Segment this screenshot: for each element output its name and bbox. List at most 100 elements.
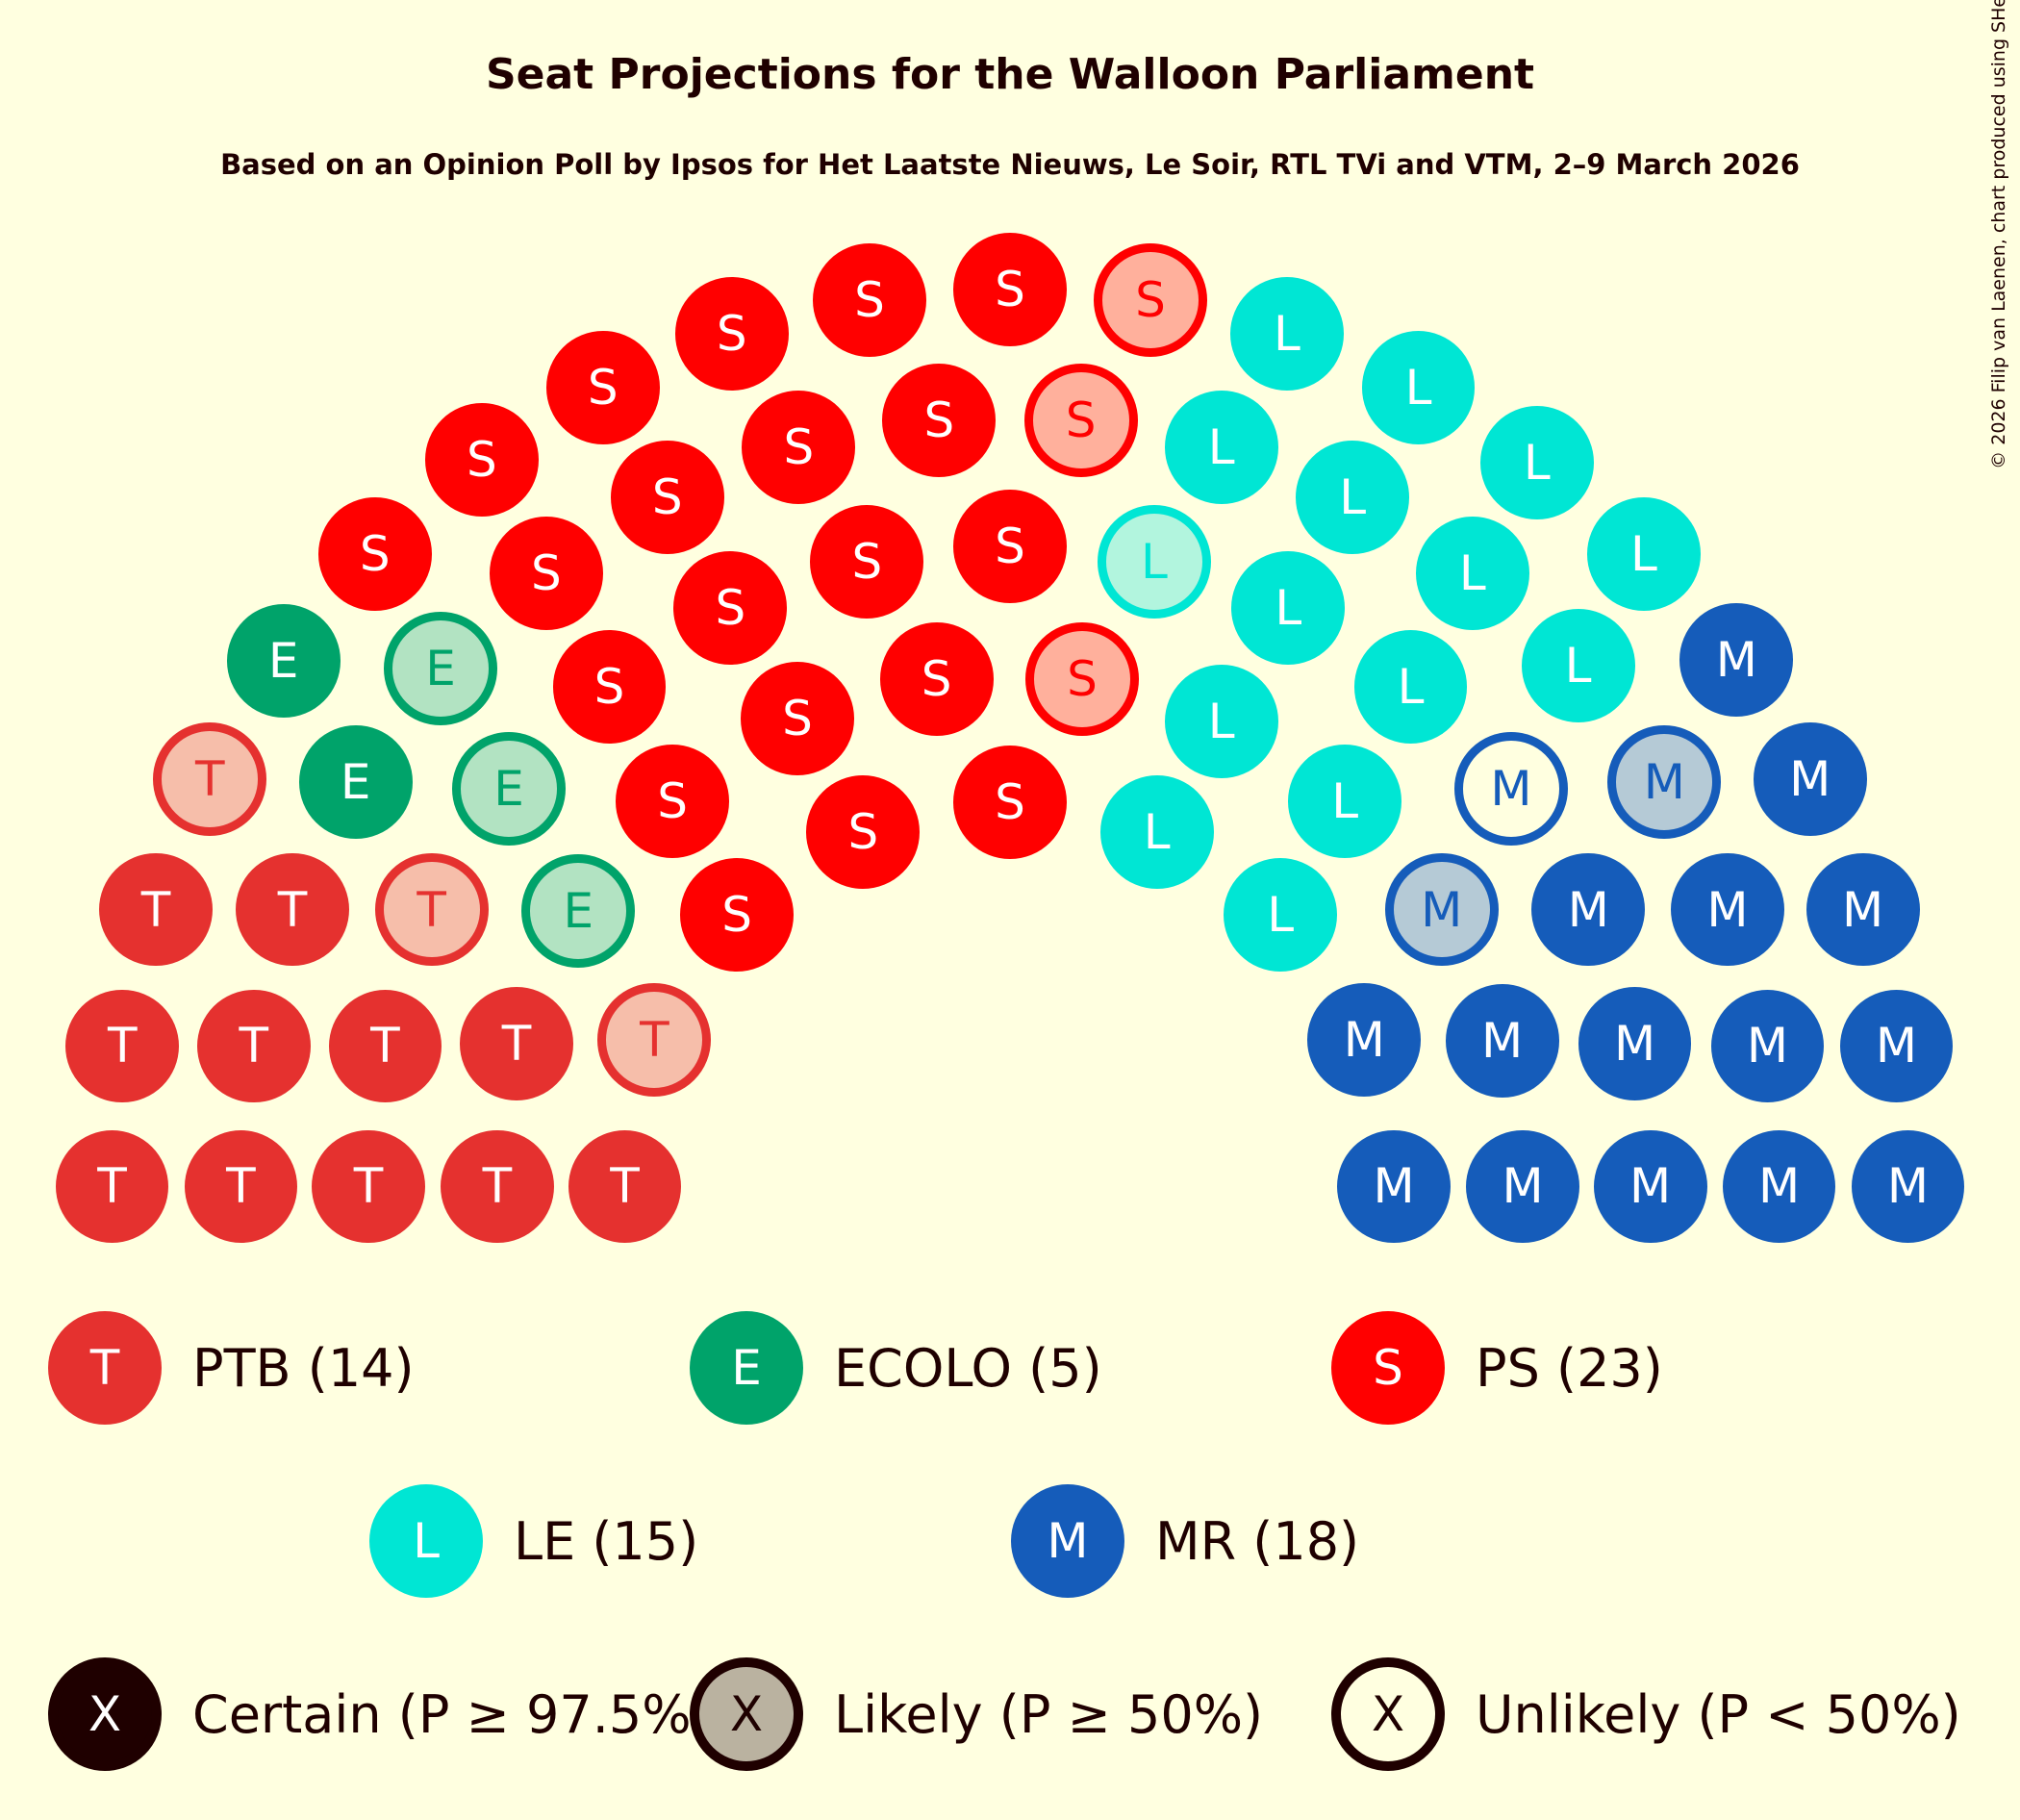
legend-label: Unlikely (P < 50%) <box>1476 1683 1961 1745</box>
legend-label: ECOLO (5) <box>834 1337 1102 1399</box>
seat-le: L <box>1099 775 1214 890</box>
legend-item-ptb: T PTB (14) <box>48 1311 415 1425</box>
seat-mr: M <box>1454 731 1568 846</box>
seat-le: L <box>1296 441 1410 554</box>
seat-ptb: T <box>99 852 213 967</box>
seat-ps: S <box>1023 363 1138 477</box>
seat-ps: S <box>741 662 854 776</box>
seat-le: L <box>1231 551 1346 666</box>
seat-ps: S <box>673 551 788 666</box>
legend-item-le: L LE (15) <box>369 1484 698 1598</box>
seat-ps: S <box>1025 621 1139 736</box>
seat-ptb: T <box>441 1129 554 1244</box>
seat-ps: S <box>424 403 539 518</box>
legend-item-unlikely: X Unlikely (P < 50%) <box>1331 1657 1961 1771</box>
seat-le: L <box>1164 665 1278 778</box>
legend-label: LE (15) <box>514 1510 699 1572</box>
seat-ptb: T <box>597 982 712 1097</box>
seat-mr: M <box>1384 852 1499 967</box>
seat-ps: S <box>742 390 856 504</box>
legend-item-likely: X Likely (P ≥ 50%) <box>690 1657 1263 1771</box>
seat-ps: S <box>680 857 794 972</box>
seat-ps: S <box>813 243 926 357</box>
legend-label: PS (23) <box>1476 1337 1663 1399</box>
legend-item-ps: S PS (23) <box>1331 1311 1663 1425</box>
certain-seat-icon: X <box>48 1657 162 1771</box>
legend-mr-seat-icon: M <box>1011 1484 1124 1598</box>
legend-label: MR (18) <box>1155 1510 1360 1572</box>
seat-ps: S <box>545 331 660 445</box>
seat-mr: M <box>1445 984 1559 1099</box>
seat-le: L <box>1415 517 1529 630</box>
seat-le: L <box>1098 505 1211 619</box>
seat-le: L <box>1230 276 1344 391</box>
seat-mr: M <box>1671 852 1784 967</box>
seat-ecolo: E <box>521 853 636 968</box>
seat-ps: S <box>953 746 1067 860</box>
seat-ptb: T <box>55 1129 169 1244</box>
seat-ps: S <box>879 621 994 736</box>
legend-label: Likely (P ≥ 50%) <box>834 1683 1264 1745</box>
seat-mr: M <box>1839 989 1954 1103</box>
seat-le: L <box>1164 390 1278 504</box>
seat-ecolo: E <box>226 604 341 718</box>
legend-item-ecolo: E ECOLO (5) <box>690 1311 1102 1425</box>
seat-ptb: T <box>184 1129 298 1244</box>
seat-ps: S <box>674 276 789 391</box>
seat-mr: M <box>1607 725 1722 839</box>
seat-ps: S <box>552 629 667 744</box>
legend-item-mr: M MR (18) <box>1011 1484 1359 1598</box>
seat-ptb: T <box>374 852 489 967</box>
seat-ps: S <box>616 745 730 858</box>
seat-mr: M <box>1679 602 1794 717</box>
seat-le: L <box>1521 609 1635 723</box>
seat-ecolo: E <box>384 612 497 725</box>
legend-ecolo-seat-icon: E <box>690 1311 803 1425</box>
seat-ptb: T <box>65 989 180 1103</box>
seat-mr: M <box>1593 1129 1707 1244</box>
seat-ecolo: E <box>298 725 413 839</box>
legend-le-seat-icon: L <box>369 1484 483 1598</box>
seat-ps: S <box>953 489 1067 603</box>
seat-le: L <box>1224 857 1338 972</box>
seat-le: L <box>1353 629 1468 744</box>
legend-ptb-seat-icon: T <box>48 1311 162 1425</box>
seat-ps: S <box>953 233 1067 347</box>
seat-ptb: T <box>196 989 311 1103</box>
seat-le: L <box>1587 496 1701 611</box>
unlikely-seat-icon: X <box>1331 1657 1445 1771</box>
seat-mr: M <box>1337 1129 1452 1244</box>
seat-mr: M <box>1578 986 1692 1100</box>
seat-mr: M <box>1805 852 1920 967</box>
seat-ecolo: E <box>452 731 566 846</box>
legend-ps-seat-icon: S <box>1331 1311 1445 1425</box>
seat-ptb: T <box>153 722 267 837</box>
seat-mr: M <box>1753 722 1867 837</box>
seat-ptb: T <box>312 1129 425 1244</box>
seat-ptb: T <box>328 989 442 1103</box>
seat-mr: M <box>1722 1129 1836 1244</box>
legend-label: Certain (P ≥ 97.5%) <box>192 1683 712 1745</box>
seat-le: L <box>1361 331 1476 445</box>
seat-ptb: T <box>568 1129 682 1244</box>
seat-ps: S <box>317 496 432 611</box>
seat-ps: S <box>882 363 997 477</box>
seat-mr: M <box>1531 852 1646 967</box>
likely-seat-icon: X <box>690 1657 803 1771</box>
seat-ps: S <box>806 775 921 890</box>
seat-ptb: T <box>236 852 349 967</box>
seat-le: L <box>1479 405 1594 519</box>
seat-mr: M <box>1466 1129 1579 1244</box>
seat-mr: M <box>1307 982 1422 1097</box>
seat-ps: S <box>489 517 603 630</box>
seat-mr: M <box>1710 989 1825 1103</box>
chart-subtitle: Based on an Opinion Poll by Ipsos for He… <box>220 148 1800 181</box>
legend-item-certain: X Certain (P ≥ 97.5%) <box>48 1657 712 1771</box>
seat-ps: S <box>1094 243 1207 357</box>
seat-ps: S <box>810 505 924 619</box>
seat-ptb: T <box>460 986 573 1100</box>
seat-le: L <box>1288 745 1402 858</box>
seat-mr: M <box>1851 1129 1965 1244</box>
legend-label: PTB (14) <box>192 1337 415 1399</box>
